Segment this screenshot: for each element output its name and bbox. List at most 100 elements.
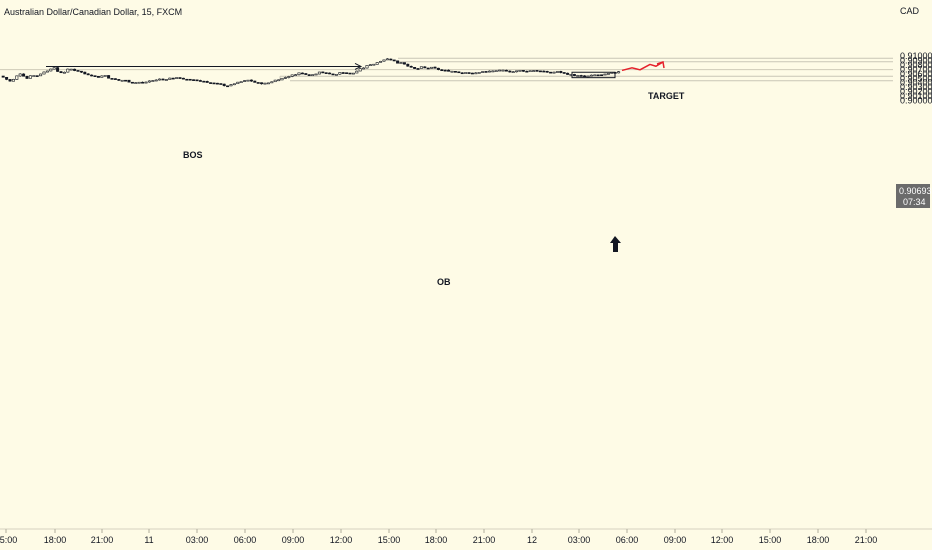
candle-bear: [79, 70, 83, 73]
candle-bull: [11, 79, 15, 82]
time-tick-label: 03:00: [568, 535, 591, 545]
candle-bear: [256, 82, 260, 84]
candle-bear: [117, 79, 121, 81]
candle-bear: [192, 79, 196, 81]
candle-bull: [243, 80, 247, 82]
time-tick-label: 18:00: [425, 535, 448, 545]
candle-bear: [579, 75, 583, 77]
candle-bear: [341, 72, 345, 74]
candle-bull: [314, 73, 318, 76]
time-axis[interactable]: 15:00 18:00 21:00 11 03:00 06:00 09:00 12:00 15:…: [0, 529, 877, 545]
candle-bull: [617, 71, 621, 74]
candle-bear: [470, 72, 474, 75]
time-tick-label: 21:00: [855, 535, 878, 545]
candle-bear: [35, 75, 39, 77]
candle-bear: [1, 75, 5, 78]
candle-bear: [406, 63, 410, 67]
time-tick-label: 15:00: [0, 535, 17, 545]
candle-bear: [171, 77, 175, 80]
price-tick-label: 0.90800: [900, 60, 932, 70]
candle-bear: [545, 70, 549, 73]
candle-bull: [552, 71, 556, 74]
candle-bull: [154, 79, 158, 82]
candle-bear: [389, 58, 393, 61]
candle-bear: [90, 74, 94, 77]
countdown-text: 07:34: [903, 197, 926, 207]
candle-bull: [603, 73, 607, 76]
currency-label: CAD: [900, 6, 920, 16]
time-tick-label: 12:00: [330, 535, 353, 545]
candle-bull: [494, 70, 498, 72]
candle-bear: [392, 59, 396, 62]
candle-bear: [423, 66, 427, 69]
candle-bull: [317, 71, 321, 75]
candle-bull: [311, 74, 315, 76]
candle-bull: [15, 75, 19, 80]
candle-bear: [467, 72, 471, 74]
candle-bull: [419, 66, 423, 69]
candle-bear: [96, 75, 100, 78]
candle-bear: [161, 78, 165, 81]
candle-bear: [76, 70, 80, 72]
candle-bull: [372, 63, 376, 66]
time-tick-label: 09:00: [282, 535, 305, 545]
price-tick-label: 0.90400: [900, 78, 932, 88]
candle-bull: [362, 67, 366, 70]
candle-bear: [504, 69, 508, 72]
candle-bear: [205, 81, 209, 83]
candle-bear: [107, 75, 111, 79]
candle-bear: [402, 62, 406, 65]
price-tick-label: 0.90000: [900, 96, 932, 106]
candle-bear: [215, 82, 219, 85]
candle-bull: [266, 82, 270, 85]
candle-bear: [416, 68, 420, 70]
candle-bull: [297, 72, 301, 76]
candle-bull: [287, 76, 291, 78]
candle-bear: [25, 75, 29, 79]
time-tick-label: 21:00: [91, 535, 114, 545]
candle-bull: [66, 68, 70, 73]
candle-bull: [246, 79, 250, 82]
candle-bull: [498, 69, 502, 72]
candle-bull: [491, 70, 495, 73]
candle-bear: [453, 71, 457, 73]
candle-bull: [239, 81, 243, 83]
candle-bear: [583, 75, 587, 78]
candle-bear: [188, 78, 192, 81]
candle-bull: [45, 70, 49, 73]
candle-bull: [487, 70, 491, 73]
candle-bull: [351, 72, 355, 75]
candle-bear: [83, 71, 87, 75]
candle-bear: [222, 83, 226, 87]
candle-bull: [515, 70, 519, 73]
candle-bear: [124, 79, 128, 82]
candle-bear: [324, 72, 328, 74]
candle-bear: [436, 67, 440, 70]
price-axis[interactable]: 0.910000.909000.908000.907000.906000.905…: [900, 51, 932, 106]
candle-bear: [195, 79, 199, 82]
candle-bull: [586, 75, 590, 78]
candle-bear: [56, 67, 60, 72]
candle-bear: [600, 74, 604, 77]
candle-bear: [127, 79, 131, 83]
candle-bear: [331, 73, 335, 76]
candle-bull: [501, 69, 505, 72]
bos-arrowhead: [354, 63, 363, 70]
candle-bull: [450, 70, 454, 73]
candle-bull: [532, 70, 536, 72]
candle-bull: [606, 73, 610, 75]
candle-bull: [280, 77, 284, 81]
candle-bear: [113, 78, 117, 80]
candle-bull: [62, 71, 66, 74]
candle-bull: [338, 72, 342, 75]
candle-bear: [525, 70, 529, 73]
candle-bull: [576, 75, 580, 77]
candle-bull: [481, 71, 485, 73]
candle-bear: [253, 80, 257, 83]
candle-bear: [572, 74, 576, 76]
candle-bull: [464, 72, 468, 74]
candle-bear: [185, 78, 189, 81]
